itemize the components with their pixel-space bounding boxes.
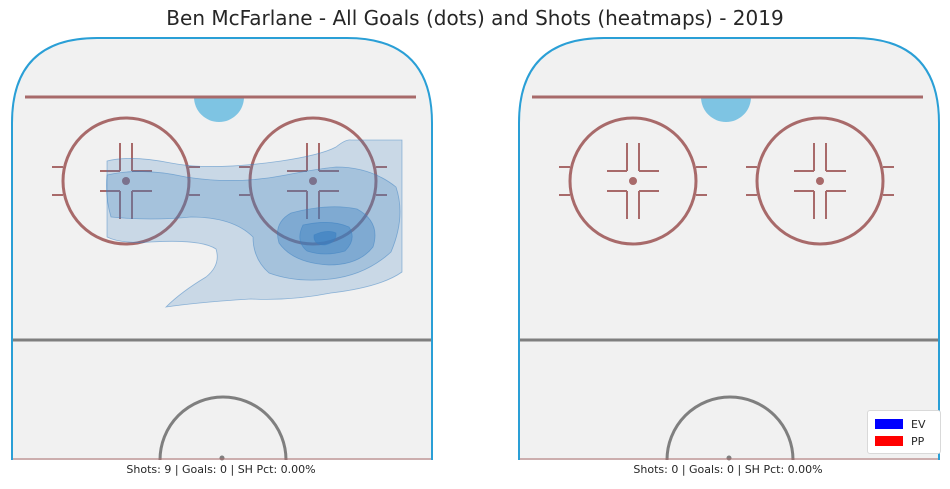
center-circle <box>665 395 795 461</box>
boards <box>11 37 433 460</box>
center-dot <box>219 455 225 461</box>
shot-heatmap <box>106 139 403 308</box>
legend-swatch-pp <box>875 436 903 446</box>
boards <box>518 37 940 460</box>
rink-left <box>11 37 433 461</box>
faceoff-circle-right <box>755 116 885 246</box>
rink-right <box>518 37 940 461</box>
faceoff-dot-left <box>629 177 637 185</box>
goal-crease <box>194 97 244 122</box>
ice-surface <box>12 38 432 460</box>
caption-left: Shots: 9 | Goals: 0 | SH Pct: 0.00% <box>126 463 316 476</box>
chart-title: Ben McFarlane - All Goals (dots) and Sho… <box>166 6 784 30</box>
legend-label-ev: EV <box>911 418 926 431</box>
legend: EV PP <box>867 410 941 454</box>
goal-crease <box>701 97 751 122</box>
legend-label-pp: PP <box>911 435 925 448</box>
ice-surface <box>519 38 939 460</box>
faceoff-circle-left <box>61 116 191 246</box>
legend-swatch-ev <box>875 419 903 429</box>
faceoff-dot-right <box>816 177 824 185</box>
heat-contour-level-2 <box>106 166 401 281</box>
faceoff-dot-right <box>309 177 317 185</box>
center-dot <box>726 455 732 461</box>
caption-right: Shots: 0 | Goals: 0 | SH Pct: 0.00% <box>633 463 823 476</box>
faceoff-circle-right <box>248 116 378 246</box>
faceoff-dot-left <box>122 177 130 185</box>
center-circle <box>158 395 288 461</box>
faceoff-circle-left <box>568 116 698 246</box>
heat-contour-level-5 <box>313 231 337 246</box>
